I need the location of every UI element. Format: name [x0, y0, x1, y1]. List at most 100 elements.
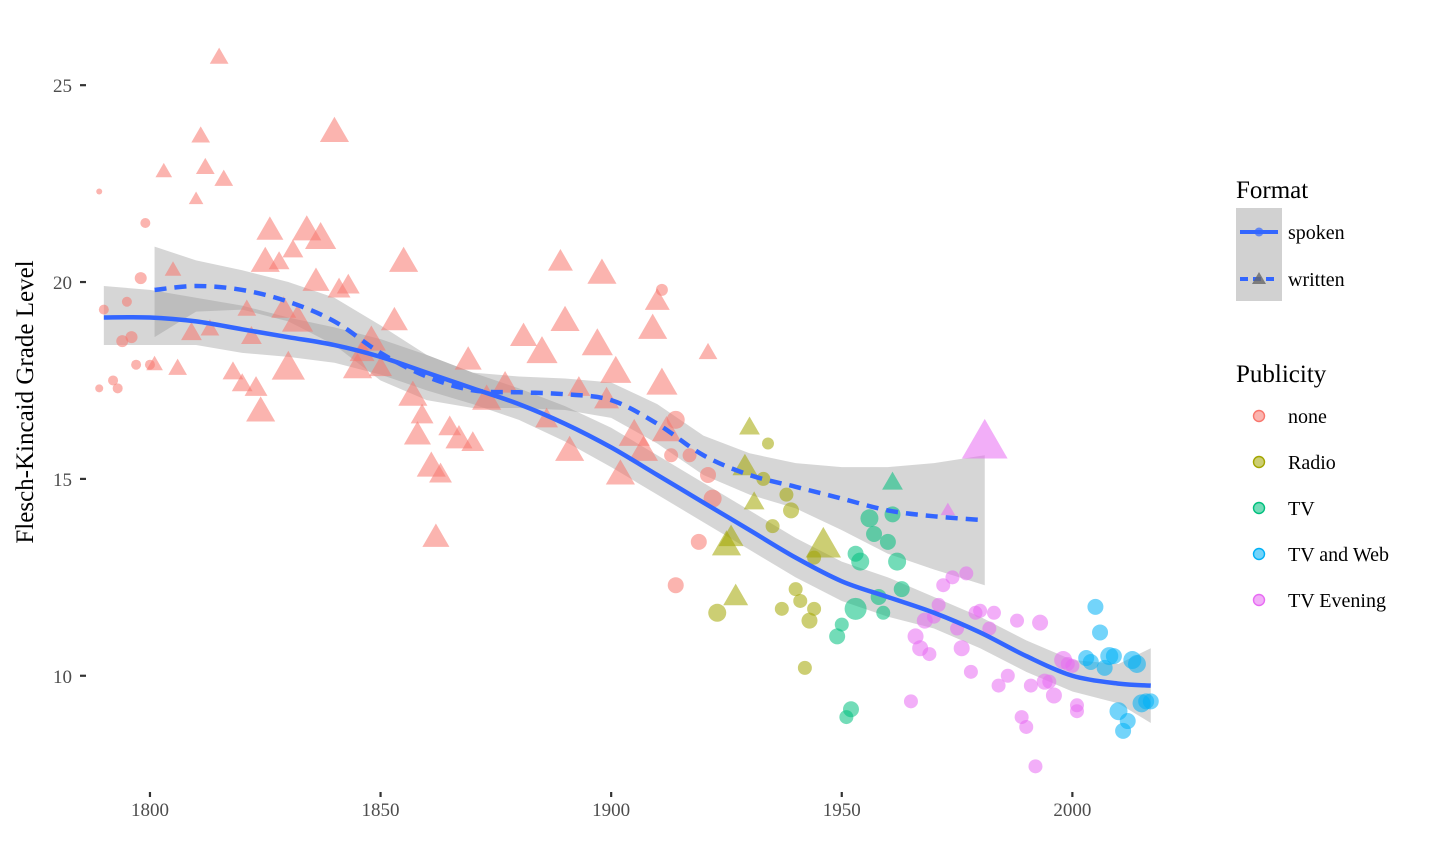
- legend-label-publicity: Radio: [1288, 452, 1336, 474]
- data-point-circle: [1087, 598, 1104, 615]
- data-point-triangle: [644, 288, 670, 310]
- data-point-circle: [95, 384, 104, 393]
- data-point-circle: [1045, 687, 1062, 704]
- data-point-circle: [1032, 614, 1049, 631]
- data-point-triangle: [526, 336, 558, 364]
- data-point-triangle: [723, 583, 749, 606]
- data-point-circle: [879, 533, 896, 550]
- smooth-line-spoken: [103, 314, 1151, 688]
- data-point-circle: [125, 331, 138, 344]
- data-point-circle: [783, 502, 800, 519]
- legend-title-format: Format: [1236, 177, 1308, 204]
- data-point-circle: [664, 448, 679, 463]
- data-point-circle: [1069, 704, 1084, 719]
- data-point-triangle: [195, 157, 215, 175]
- data-point-circle: [866, 526, 883, 543]
- legend-key-dot: [1252, 455, 1266, 469]
- axes: 10 15 20 25 1800 1850 1900 1950 2000: [53, 76, 1091, 821]
- data-point-triangle: [550, 305, 580, 331]
- legend-label-publicity: TV and Web: [1288, 544, 1389, 566]
- data-point-circle: [116, 335, 129, 348]
- data-point-circle: [834, 617, 849, 632]
- legend-key-triangle-icon: [1252, 272, 1266, 284]
- data-point-triangle: [638, 313, 668, 339]
- data-point-triangle: [492, 371, 518, 393]
- data-point-circle: [700, 466, 717, 483]
- x-tick-label: 1800: [131, 800, 169, 821]
- data-point-triangle: [146, 355, 163, 371]
- data-point-circle: [761, 437, 774, 450]
- data-point-circle: [774, 601, 789, 616]
- data-point-circle: [134, 272, 147, 285]
- legend-format-keys-background: [1236, 208, 1282, 301]
- data-point-triangle: [438, 415, 462, 436]
- data-point-triangle: [454, 346, 482, 370]
- data-point-triangle: [718, 524, 744, 547]
- confidence-band-spoken: [103, 285, 1151, 724]
- data-point-triangle: [605, 459, 635, 485]
- data-point-circle: [860, 509, 879, 528]
- data-point-triangle: [281, 304, 314, 332]
- data-point-triangle: [209, 47, 229, 64]
- data-point-triangle: [302, 267, 330, 291]
- data-point-triangle: [305, 221, 337, 249]
- data-point-triangle: [231, 373, 253, 392]
- data-point-circle: [973, 603, 988, 618]
- data-point-triangle: [282, 239, 304, 258]
- data-point-triangle: [244, 376, 268, 396]
- data-point-triangle: [567, 376, 591, 396]
- data-point-triangle: [961, 418, 1008, 459]
- data-point-circle: [931, 597, 946, 612]
- data-point-triangle: [805, 526, 841, 558]
- y-axis-title: Flesch-Kincaid Grade Level: [12, 260, 39, 543]
- data-point-circle: [765, 519, 780, 534]
- smooth-lines: [103, 283, 1151, 688]
- data-point-circle: [1023, 678, 1038, 693]
- data-point-circle: [893, 581, 910, 598]
- data-point-circle: [876, 605, 891, 620]
- data-point-circle: [1142, 693, 1159, 710]
- x-tick-label: 2000: [1053, 800, 1091, 821]
- data-point-circle: [1019, 719, 1034, 734]
- data-point-triangle: [246, 396, 276, 422]
- data-point-circle: [1082, 653, 1099, 670]
- data-point-triangle: [555, 435, 585, 461]
- data-point-triangle: [380, 306, 408, 331]
- data-point-circle: [1010, 613, 1025, 628]
- data-point-triangle: [628, 435, 659, 461]
- data-point-circle: [667, 577, 684, 594]
- data-point-circle: [131, 359, 142, 370]
- legend-title-publicity: Publicity: [1236, 361, 1327, 388]
- data-point-circle: [708, 603, 727, 622]
- data-point-circle: [1119, 713, 1136, 730]
- data-point-triangle: [410, 403, 434, 424]
- y-tick-label: 20: [53, 273, 72, 294]
- data-point-triangle: [168, 358, 187, 375]
- data-point-triangle: [222, 361, 244, 380]
- data-point-circle: [108, 375, 119, 386]
- data-point-triangle: [369, 356, 393, 377]
- legend-key-dot: [1252, 501, 1266, 515]
- data-point-circle: [945, 570, 960, 585]
- data-point-triangle: [882, 471, 903, 490]
- data-point-triangle: [336, 273, 360, 294]
- data-point-circle: [1092, 624, 1109, 641]
- data-point-circle: [888, 552, 907, 571]
- data-point-circle: [842, 701, 859, 718]
- legend-key-circle-icon: [1254, 227, 1264, 237]
- data-point-triangle: [268, 251, 290, 270]
- data-point-circle: [991, 678, 1006, 693]
- data-point-circle: [797, 660, 812, 675]
- legend-key-dot: [1252, 409, 1266, 423]
- data-point-triangle: [472, 384, 502, 410]
- data-point-triangle: [461, 431, 485, 451]
- data-point-triangle: [256, 216, 284, 240]
- data-point-triangle: [698, 342, 718, 360]
- data-point-circle: [844, 597, 867, 620]
- y-tick-label: 15: [53, 470, 72, 491]
- data-point-triangle: [319, 116, 349, 143]
- data-point-circle: [112, 383, 123, 394]
- y-tick-label: 10: [53, 667, 72, 688]
